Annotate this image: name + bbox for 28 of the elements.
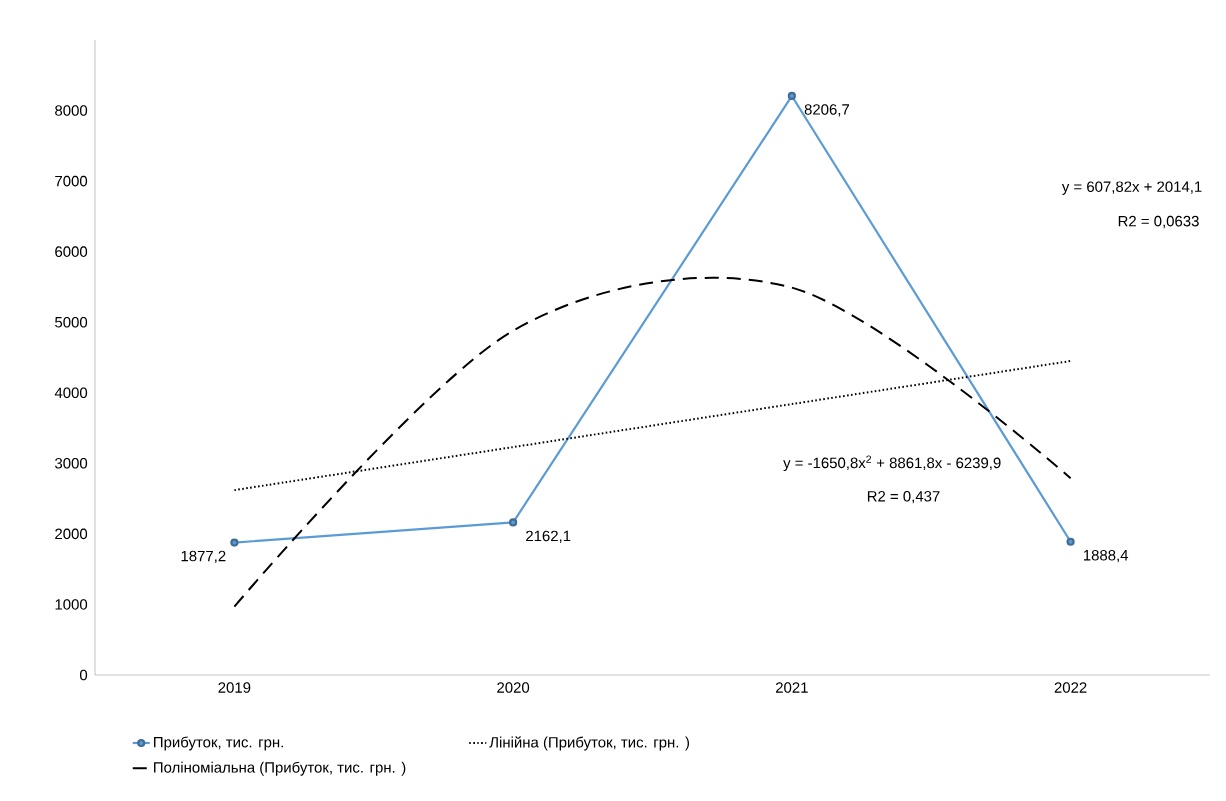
legend-label: Прибуток, тис. грн. <box>154 736 283 751</box>
y-tick-label: 8000 <box>55 105 88 116</box>
y-tick-label: 0 <box>79 669 88 681</box>
y-tick-label: 4000 <box>54 387 88 399</box>
y-tick-label: 5000 <box>55 316 88 328</box>
data-label: 1888,4 <box>1083 549 1129 563</box>
annotation: R2 = 0,0633 <box>1118 215 1199 229</box>
data-label: 1877,2 <box>181 550 226 564</box>
annotation: y = -1650,8x$^{2}$ + 8861,8x - 6239,9 <box>783 455 1001 472</box>
point <box>509 518 518 527</box>
point <box>230 538 239 547</box>
x-tick-label: 2022 <box>1054 682 1087 693</box>
y-tick-label: 2000 <box>55 528 88 540</box>
point <box>1066 537 1075 546</box>
legend-label: Поліноміальна (Прибуток, тис. грн. ) <box>154 761 406 776</box>
annotation: R2 = 0,437 <box>867 491 940 504</box>
y-tick-label: 1000 <box>55 599 88 610</box>
y-tick-label: 6000 <box>55 246 88 257</box>
legend-label: Лінійна (Прибуток, тис. грн. ) <box>489 736 690 751</box>
x-tick-label: 2021 <box>775 682 808 693</box>
x-tick-label: 2019 <box>218 682 251 693</box>
data-label: 2162,1 <box>526 530 571 543</box>
point <box>787 91 796 101</box>
y-tick-label: 7000 <box>55 175 88 187</box>
x-tick-label: 2020 <box>497 682 530 693</box>
data-label: 8206,7 <box>804 104 850 117</box>
y-tick-label: 3000 <box>55 458 88 469</box>
annotation: y = 607,82x + 2014,1 <box>1061 181 1202 195</box>
